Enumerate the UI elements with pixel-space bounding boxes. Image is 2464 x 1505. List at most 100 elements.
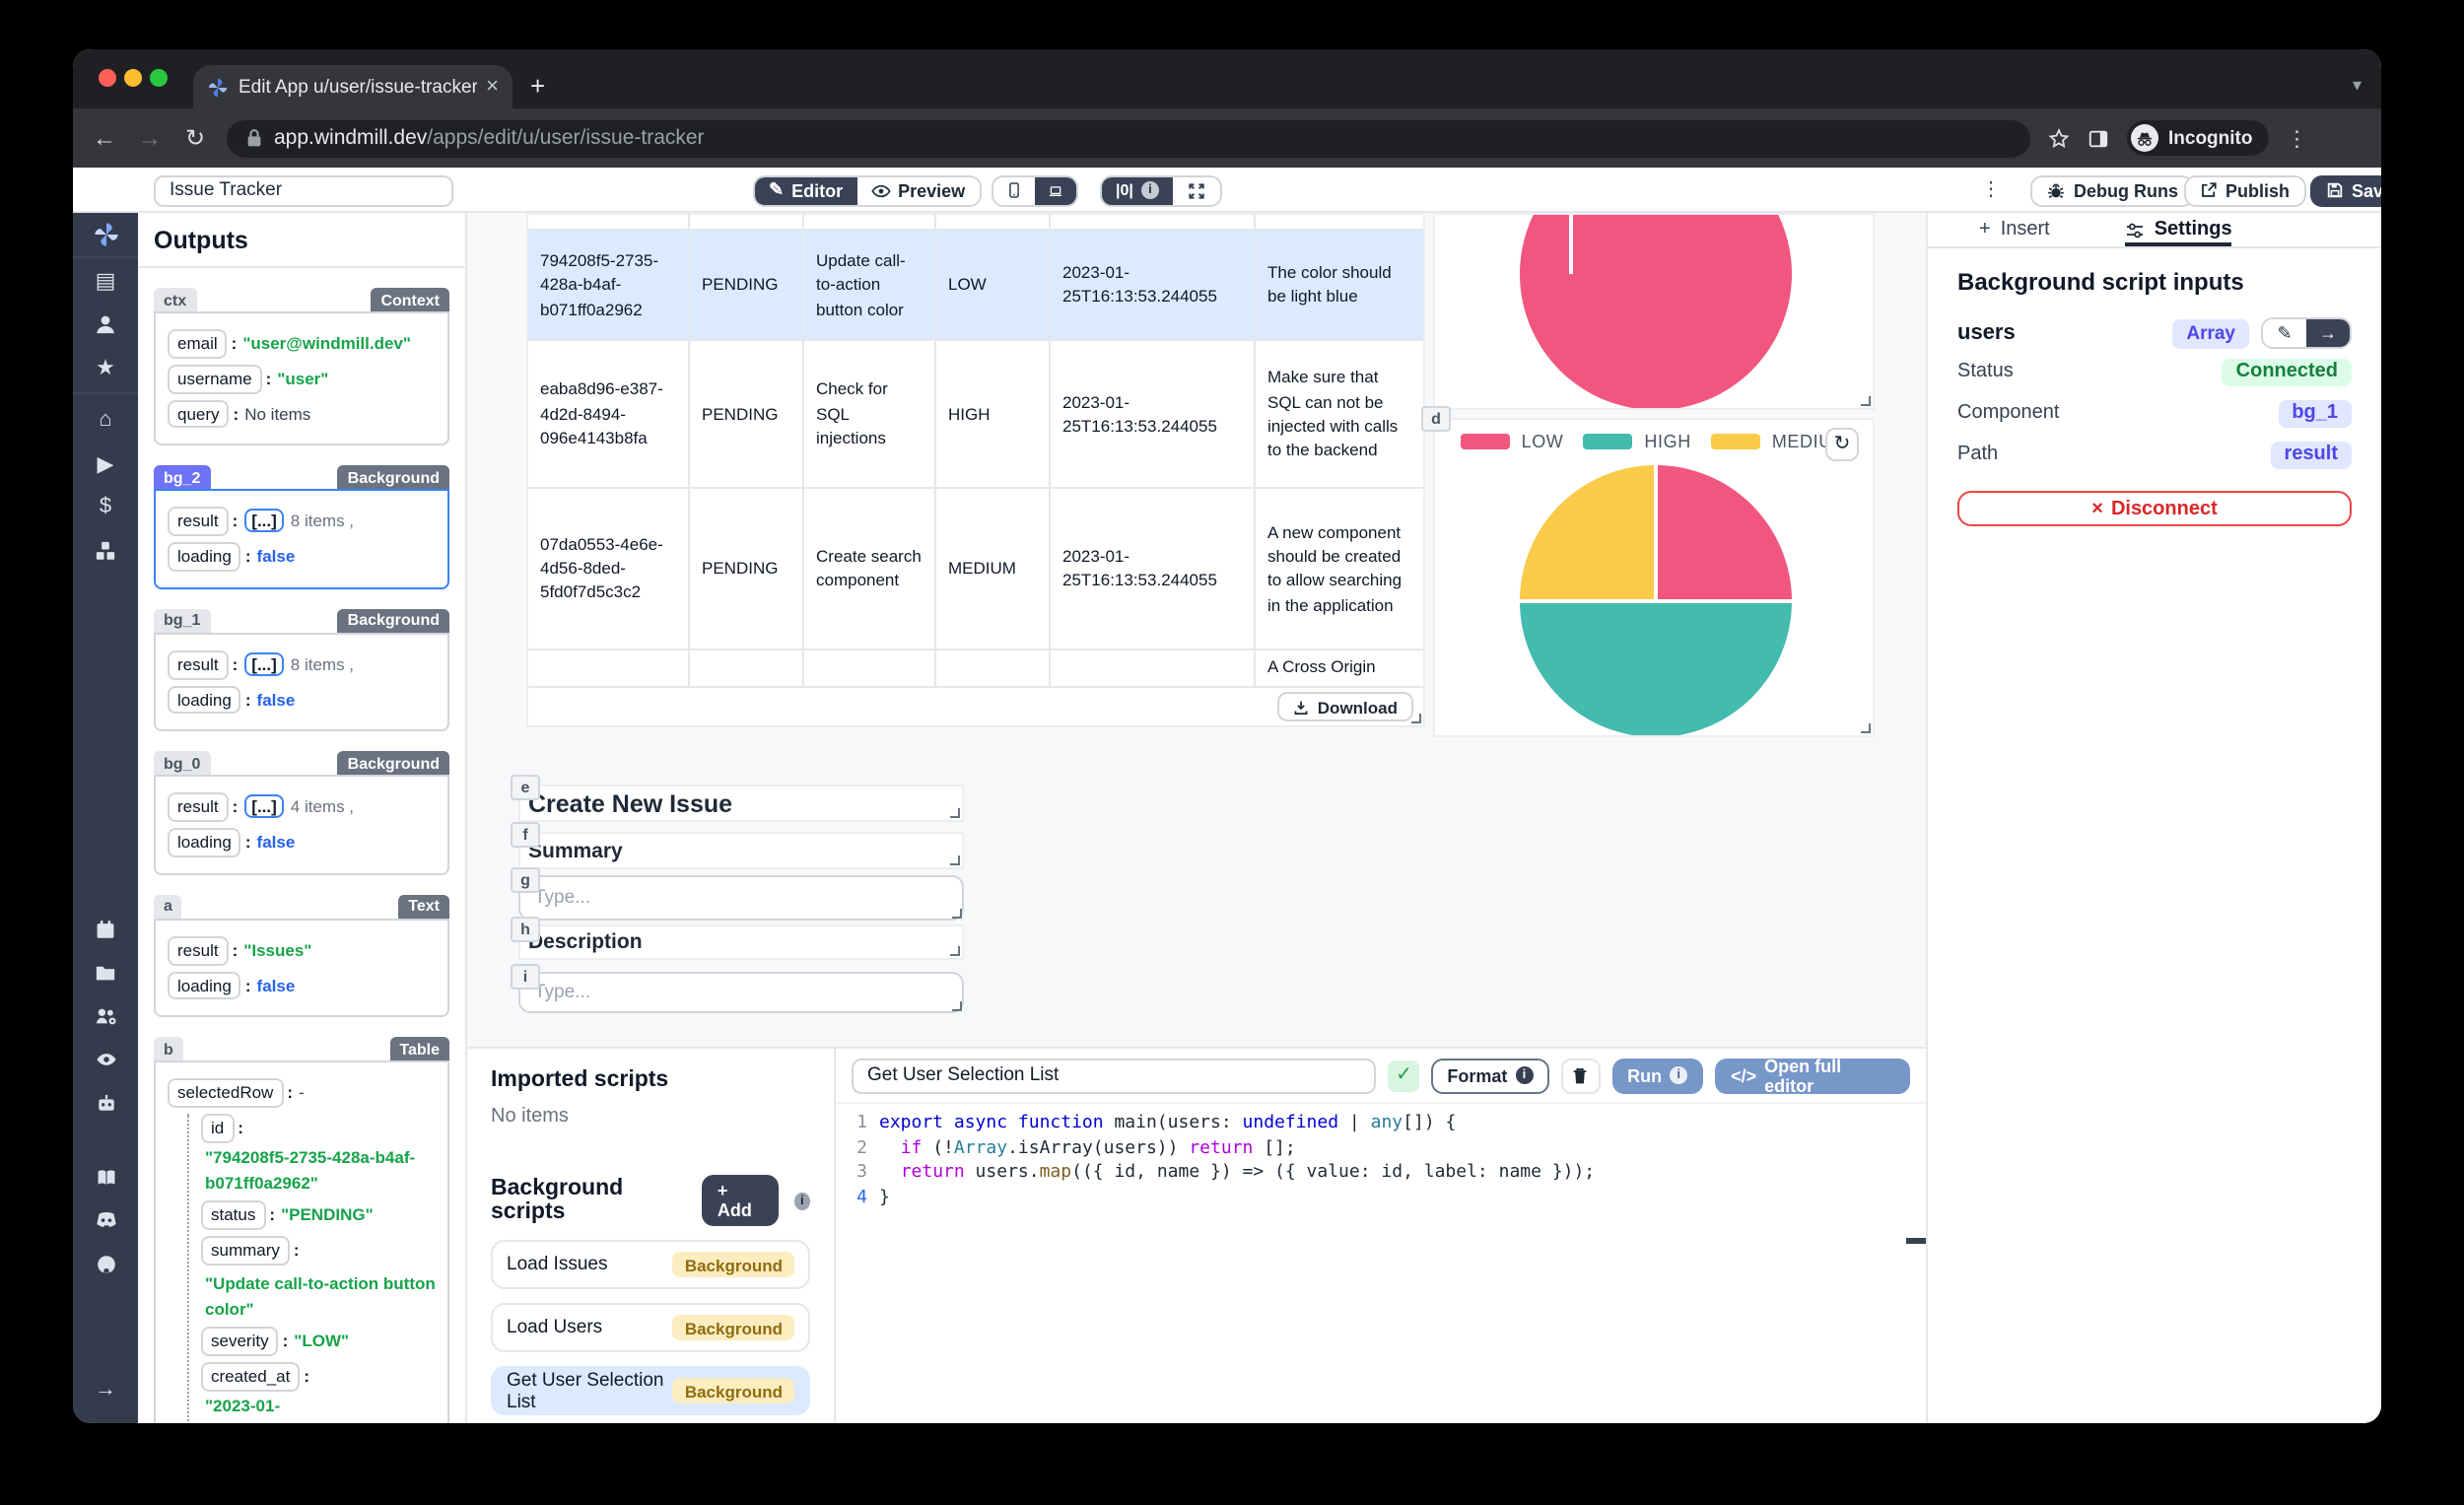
output-key[interactable]: result [168, 792, 229, 822]
form-title-component[interactable]: Create New Issue [518, 785, 964, 822]
description-label-component[interactable]: Description [518, 924, 964, 960]
forward-button[interactable]: → [138, 124, 162, 152]
runs-play-icon[interactable]: ▶ [97, 452, 114, 476]
connect-mode-button[interactable]: → [2306, 319, 2350, 347]
collapsed-array[interactable]: [...] [243, 651, 285, 676]
component-id-tag[interactable]: bg_0 [154, 751, 211, 776]
mobile-view-button[interactable] [993, 176, 1035, 204]
script-item[interactable]: Load Issues Background [491, 1240, 810, 1289]
output-key[interactable]: loading [168, 542, 241, 572]
component-badge[interactable]: bg_1 [2278, 399, 2352, 427]
new-tab-button[interactable]: + [530, 71, 546, 101]
tab-settings[interactable]: Settings [2125, 213, 2232, 246]
home-icon[interactable]: ⌂ [99, 408, 112, 432]
fullscreen-button[interactable] [1173, 176, 1220, 204]
output-key[interactable]: created_at [201, 1362, 301, 1392]
issues-table-component[interactable]: 794208f5-2735-428a-b4af-b071ff0a2962 PEND… [526, 213, 1425, 727]
script-name-input[interactable] [852, 1058, 1377, 1093]
star-icon[interactable]: ★ [96, 356, 115, 379]
component-id-tag[interactable]: a [154, 894, 182, 919]
resize-handle[interactable] [1861, 723, 1871, 733]
component-id-tag[interactable]: ctx [154, 288, 197, 311]
table-row[interactable]: eaba8d96-e387-4d2d-8494-096e4143b8fa PEND… [528, 340, 1423, 489]
collapsed-array[interactable]: [...] [243, 794, 285, 819]
github-icon[interactable] [73, 1242, 138, 1285]
field-type-badge[interactable]: Array [2172, 318, 2249, 348]
output-key[interactable]: result [168, 507, 229, 536]
preview-tab[interactable]: Preview [856, 176, 979, 204]
debug-runs-button[interactable]: Debug Runs [2030, 174, 2194, 206]
resize-handle[interactable] [950, 855, 960, 865]
table-row[interactable]: A Cross Origin [528, 650, 1423, 686]
delete-script-button[interactable] [1560, 1058, 1601, 1093]
windmill-logo[interactable] [73, 213, 138, 258]
output-key[interactable]: email [168, 329, 228, 359]
output-key[interactable]: loading [168, 971, 241, 1000]
component-id-tag[interactable]: bg_2 [154, 465, 211, 490]
output-key[interactable]: username [168, 364, 262, 393]
app-menu-icon[interactable]: ⋮ [1981, 179, 2001, 201]
output-key[interactable]: id [201, 1114, 235, 1143]
output-card[interactable]: a Text result: "Issues" loading: false [154, 894, 449, 1018]
severity-pie-chart-1[interactable] [1433, 213, 1875, 410]
output-key[interactable]: query [168, 399, 230, 429]
output-key[interactable]: selectedRow [168, 1078, 284, 1108]
component-id-tag[interactable]: bg_1 [154, 608, 211, 633]
resize-handle[interactable] [952, 1001, 962, 1011]
app-name-input[interactable] [154, 174, 453, 206]
download-button[interactable]: Download [1277, 692, 1413, 721]
desktop-view-button[interactable] [1035, 176, 1076, 204]
address-bar[interactable]: app.windmill.dev/apps/edit/u/user/issue-… [227, 119, 2030, 157]
browser-tab[interactable]: Edit App u/user/issue-tracker | × [193, 65, 513, 108]
path-badge[interactable]: result [2270, 441, 2352, 468]
zoom-window-button[interactable] [150, 69, 168, 87]
close-window-button[interactable] [99, 69, 116, 87]
minimize-window-button[interactable] [124, 69, 142, 87]
resize-handle[interactable] [1861, 396, 1871, 406]
docs-book-icon[interactable] [73, 1155, 138, 1198]
schedules-calendar-icon[interactable] [73, 907, 138, 950]
add-background-script-button[interactable]: + Add [701, 1175, 779, 1226]
run-button[interactable]: Run i [1611, 1058, 1704, 1093]
code-editor[interactable]: 1 2 3 4 export async function main(users: u… [836, 1104, 1926, 1423]
workers-robot-icon[interactable] [73, 1080, 138, 1124]
side-panel-icon[interactable] [2088, 127, 2109, 149]
output-card[interactable]: ctx Context email: "user@windmill.dev" usern… [154, 288, 449, 446]
legend-item[interactable]: HIGH [1583, 432, 1690, 451]
tab-insert[interactable]: + Insert [1979, 213, 2050, 246]
legend-item[interactable]: LOW [1460, 432, 1564, 451]
output-card[interactable]: b Table selectedRow: - id: "794208f5-2735-428… [154, 1037, 449, 1423]
table-row[interactable]: 07da0553-4e6e-4d56-8ded-5fd0f7d5c3c2 PEND… [528, 488, 1423, 650]
output-key[interactable]: status [201, 1200, 266, 1230]
disconnect-button[interactable]: × Disconnect [1957, 491, 2352, 526]
format-button[interactable]: Format i [1431, 1058, 1549, 1093]
back-button[interactable]: ← [93, 124, 116, 152]
refresh-chart-button[interactable]: ↻ [1825, 428, 1859, 461]
folders-icon[interactable] [73, 950, 138, 993]
script-item[interactable]: Load Users Background [491, 1303, 810, 1352]
output-card[interactable]: bg_0 Background result: [...] 4 items , loadi… [154, 751, 449, 875]
discord-icon[interactable] [73, 1198, 138, 1242]
severity-pie-chart-2[interactable]: LOW HIGH MEDIUM ↻ [1433, 418, 1875, 737]
apps-icon[interactable]: ▤ [95, 269, 116, 293]
output-key[interactable]: loading [168, 828, 241, 857]
resize-handle[interactable] [952, 909, 962, 919]
publish-button[interactable]: Publish [2184, 174, 2306, 206]
browser-menu-icon[interactable]: ⋮ [2286, 127, 2308, 151]
summary-input[interactable] [518, 875, 964, 921]
resize-handle[interactable] [950, 946, 960, 956]
user-icon[interactable] [73, 302, 138, 345]
variables-dollar-icon[interactable]: $ [99, 495, 112, 518]
close-tab-icon[interactable]: × [486, 74, 499, 98]
groups-icon[interactable] [73, 993, 138, 1037]
resize-handle[interactable] [1411, 714, 1421, 723]
bookmark-star-icon[interactable] [2048, 127, 2070, 149]
resources-cubes-icon[interactable] [73, 528, 138, 572]
output-card[interactable]: bg_2 Background result: [...] 8 items , loadi… [154, 465, 449, 589]
summary-label-component[interactable]: Summary [518, 832, 964, 869]
resize-handle[interactable] [950, 808, 960, 818]
output-card[interactable]: bg_1 Background result: [...] 8 items , loadi… [154, 608, 449, 732]
editor-tab[interactable]: ✎ Editor [755, 176, 857, 204]
reload-button[interactable]: ↻ [184, 124, 206, 152]
collapse-arrow-icon[interactable]: → [95, 1378, 116, 1402]
